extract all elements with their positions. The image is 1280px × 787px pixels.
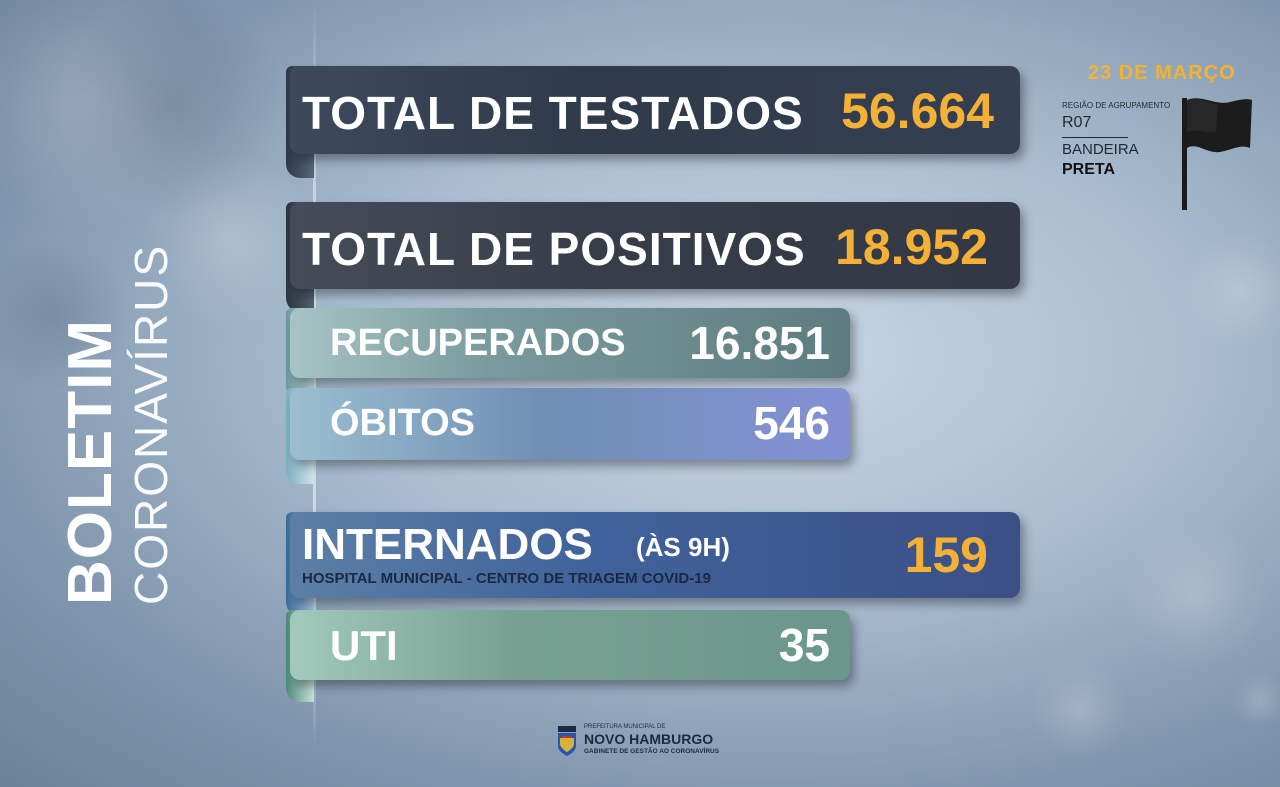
background-virus-decoration [60, 0, 290, 210]
report-date: 23 DE MARÇO [1088, 62, 1236, 84]
stat-sub-internados: HOSPITAL MUNICIPAL - CENTRO DE TRIAGEM C… [302, 570, 711, 587]
region-label: REGIÃO DE AGRUPAMENTO [1062, 101, 1171, 110]
region-divider [1062, 137, 1128, 138]
stat-label-internados: INTERNADOS [302, 520, 593, 569]
stat-bar-positivos: TOTAL DE POSITIVOS 18.952 [290, 202, 1020, 289]
background-virus-decoration [1230, 670, 1280, 730]
stat-bar-testados: TOTAL DE TESTADOS 56.664 [290, 66, 1020, 154]
side-title-thin: CORONAVÍRUS [125, 243, 177, 605]
city-logo: PREFEITURA MUNICIPAL DE NOVO HAMBURGO GA… [556, 724, 736, 766]
logo-line1: PREFEITURA MUNICIPAL DE [584, 724, 666, 730]
region-code: R07 [1062, 114, 1092, 131]
side-title-bold: BOLETIM [56, 319, 125, 605]
black-flag-icon [1182, 98, 1252, 210]
stat-value-recuperados: 16.851 [689, 317, 830, 369]
stat-bar-internados: INTERNADOS (ÀS 9H) HOSPITAL MUNICIPAL - … [290, 512, 1020, 598]
background-virus-decoration [1180, 230, 1280, 350]
city-crest-icon [558, 726, 576, 756]
stat-label-recuperados: RECUPERADOS [330, 322, 626, 364]
logo-line2: NOVO HAMBURGO [584, 731, 714, 747]
flag-color: PRETA [1062, 161, 1116, 178]
background-virus-decoration [0, 240, 130, 390]
stat-value-internados: 159 [904, 527, 988, 583]
stat-bar-obitos: ÓBITOS 546 [290, 388, 850, 460]
stat-value-positivos: 18.952 [835, 219, 988, 275]
stat-bar-recuperados: RECUPERADOS 16.851 [290, 308, 850, 378]
side-title: BOLETIM CORONAVÍRUS [56, 185, 200, 605]
logo-line3: GABINETE DE GESTÃO AO CORONAVÍRUS [584, 748, 720, 755]
stat-label-uti: UTI [330, 622, 398, 669]
flag-word: BANDEIRA [1062, 141, 1139, 158]
stat-value-uti: 35 [778, 619, 830, 671]
stat-bar-uti: UTI 35 [290, 610, 850, 680]
stat-value-testados: 56.664 [841, 83, 994, 139]
background-virus-decoration [1030, 660, 1130, 760]
stat-value-obitos: 546 [753, 397, 830, 449]
background-virus-decoration [1120, 520, 1270, 670]
stat-label-positivos: TOTAL DE POSITIVOS [302, 223, 806, 275]
stat-label-testados: TOTAL DE TESTADOS [302, 87, 804, 139]
stat-label-obitos: ÓBITOS [330, 402, 475, 444]
stat-label-internados-suffix: (ÀS 9H) [636, 532, 730, 562]
